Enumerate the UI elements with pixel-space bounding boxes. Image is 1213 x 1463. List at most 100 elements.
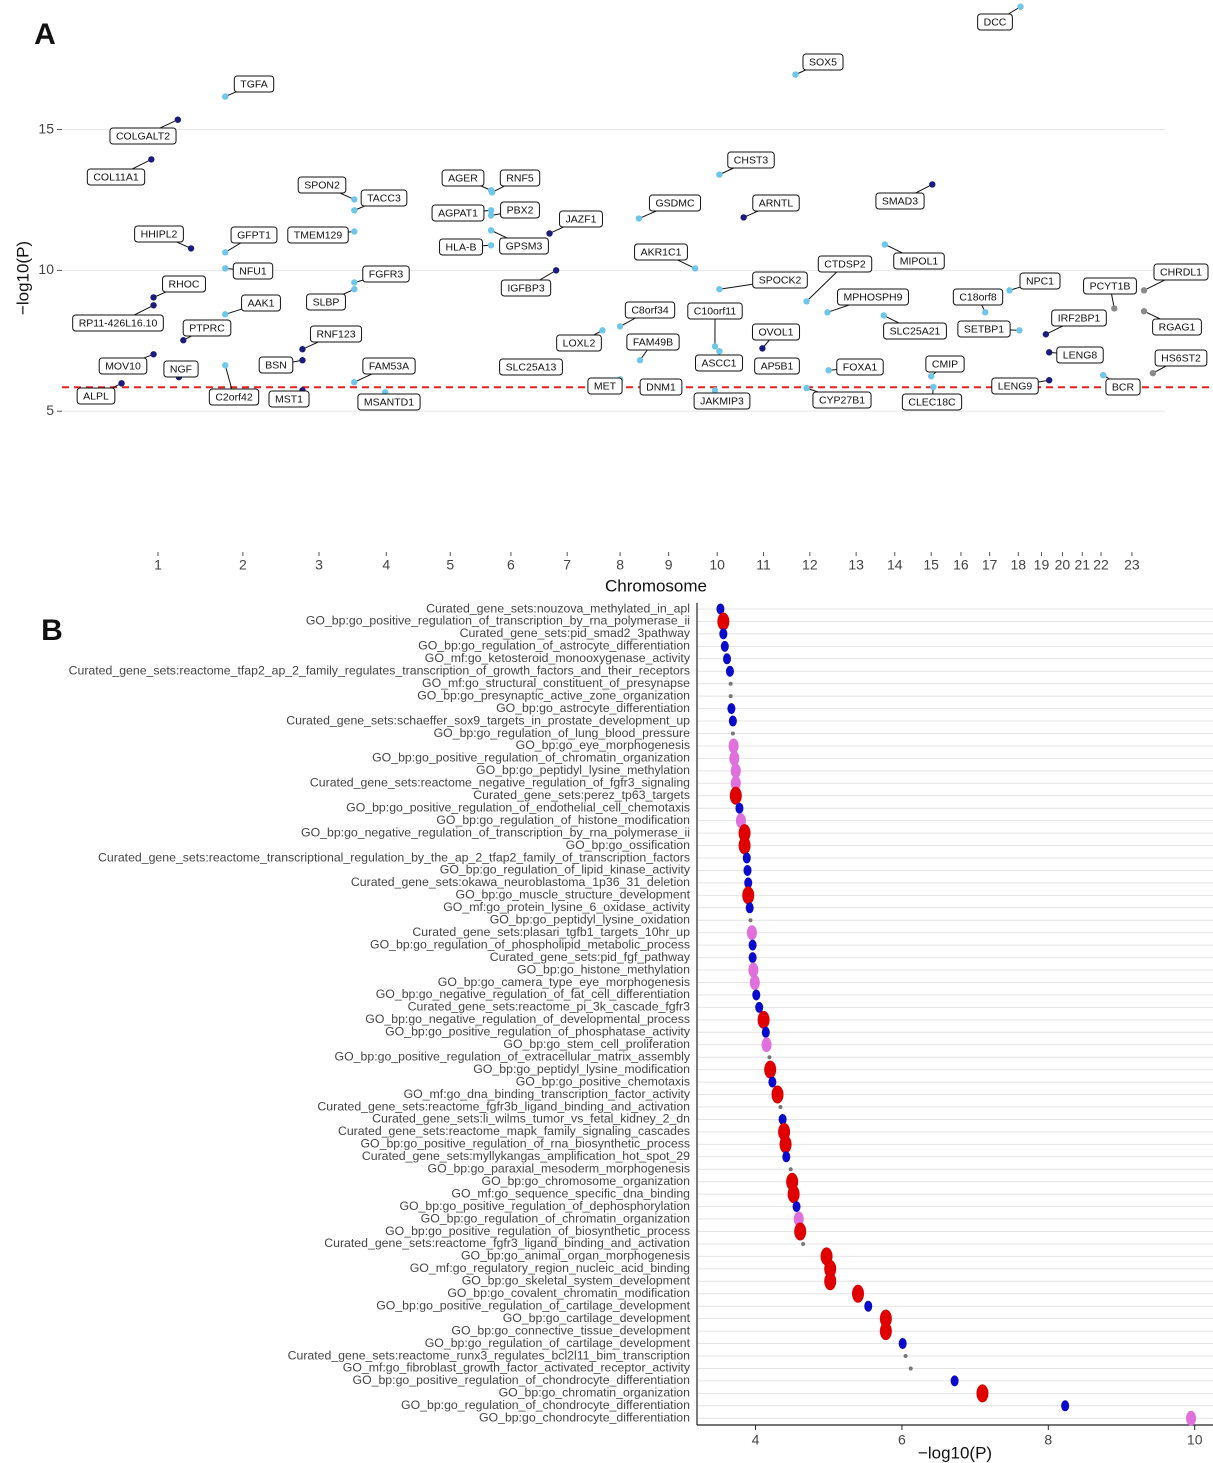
y-tick-label: Curated_gene_sets:myllykangas_amplificat…: [362, 1149, 690, 1163]
label-box: [309, 325, 363, 343]
gene-label: DNM1: [639, 378, 683, 396]
y-tick-label: Curated_gene_sets:reactome_fgfr3_ligand_…: [324, 1236, 690, 1250]
y-tick-label: GO_bp:go_negative_regulation_of_transcri…: [301, 825, 690, 839]
gene-label: MET: [587, 377, 623, 395]
label-box: [499, 237, 549, 255]
label-box: [162, 275, 206, 293]
label-box: [752, 271, 808, 289]
dot: [723, 653, 732, 665]
gene-label-text: PTPRC: [189, 322, 225, 334]
y-tick-label: 10: [38, 261, 54, 277]
dot: [728, 715, 737, 727]
dot: [950, 1375, 959, 1387]
gene-label-text: AKR1C1: [641, 246, 682, 258]
label-box: [76, 387, 116, 405]
gene-label-text: GSDMC: [655, 197, 695, 209]
label-box: [626, 333, 680, 351]
dot: [716, 603, 725, 615]
gene-label-text: SLC25A21: [890, 325, 941, 337]
dot: [738, 836, 751, 855]
x-tick-label: 10: [709, 557, 725, 573]
y-tick-label: Curated_gene_sets:li_wilms_tumor_vs_feta…: [372, 1112, 690, 1126]
snp-point: [1111, 305, 1118, 312]
y-tick-label: GO_bp:go_positive_regulation_of_phosphat…: [385, 1025, 691, 1039]
dot: [779, 1135, 792, 1154]
gene-label: HLA-B: [439, 238, 483, 256]
snp-point: [1016, 327, 1023, 334]
y-tick-label: Curated_gene_sets:pid_smad2_3pathway: [460, 626, 691, 640]
gene-label: JAZF1: [559, 210, 603, 228]
label-box: [1153, 263, 1209, 281]
gene-label: CTDSP2: [817, 255, 873, 273]
y-tick-label: GO_bp:go_regulation_of_phospholipid_meta…: [370, 937, 690, 951]
dot: [767, 1055, 772, 1060]
dot: [748, 939, 757, 951]
snp-point: [351, 196, 358, 203]
gene-label-text: FAM49B: [633, 336, 673, 348]
dot: [879, 1309, 892, 1328]
y-tick-label: GO_bp:go_chromosome_organization: [482, 1174, 691, 1188]
gene-label-text: CHST3: [734, 154, 769, 166]
x-axis-title: −log10(P): [918, 1443, 992, 1462]
dot: [717, 612, 730, 631]
label-box: [1152, 318, 1202, 336]
dot: [752, 989, 761, 1001]
dot: [801, 1241, 806, 1246]
x-tick-label: 4: [752, 1432, 760, 1448]
y-tick-label: Curated_gene_sets:pid_fgf_pathway: [490, 950, 691, 964]
dot: [757, 1010, 770, 1029]
snp-point: [1006, 287, 1013, 294]
gene-label-text: CMIP: [932, 358, 958, 370]
x-tick-label: 7: [563, 557, 571, 573]
x-tick-label: 3: [315, 557, 323, 573]
gene-label-text: FGFR3: [369, 268, 404, 280]
dot: [771, 1085, 784, 1104]
snp-point: [150, 294, 157, 301]
gene-label: LENG9: [991, 377, 1039, 395]
gene-label-text: SLBP: [313, 296, 340, 308]
label-box: [230, 226, 278, 244]
snp-point: [1042, 331, 1050, 338]
label-box: [362, 357, 416, 375]
label-box: [883, 322, 947, 340]
snp-point: [351, 207, 358, 214]
label-box: [297, 176, 347, 194]
panel-letter: B: [41, 614, 63, 647]
dot: [1186, 1410, 1197, 1426]
dot: [903, 1354, 908, 1358]
gene-label-text: RNF5: [506, 172, 534, 184]
label-box: [727, 151, 775, 169]
gene-label-text: CHRDL1: [1160, 266, 1202, 278]
snp-point: [546, 230, 553, 237]
gene-label: HHIPL2: [134, 225, 184, 243]
y-tick-label: Curated_gene_sets:reactome_negative_regu…: [310, 776, 690, 790]
label-box: [687, 302, 743, 320]
gene-label-text: RP11-426L16.10: [79, 317, 158, 329]
label-box: [241, 294, 281, 312]
gene-label: TGFA: [233, 75, 275, 93]
snp-point: [222, 93, 229, 100]
x-tick-label: 23: [1124, 557, 1140, 573]
y-tick-label: GO_bp:go_animal_organ_morphogenesis: [461, 1249, 690, 1263]
gene-label: CMIP: [925, 355, 965, 373]
y-tick-label: GO_bp:go_presynaptic_active_zone_organiz…: [417, 688, 690, 702]
y-tick-label: GO_bp:go_histone_methylation: [517, 962, 690, 976]
gene-label-text: C10orf11: [694, 305, 737, 317]
label-box: [500, 279, 552, 297]
y-tick-label: GO_bp:go_positive_regulation_of_chondroc…: [353, 1373, 691, 1387]
snp-point: [636, 357, 644, 364]
gene-label-text: BCR: [1112, 381, 1135, 393]
label-box: [1051, 309, 1107, 327]
label-box: [559, 210, 603, 228]
label-box: [208, 388, 260, 406]
y-tick-label: GO_bp:go_regulation_of_chromatin_organiz…: [421, 1211, 691, 1225]
gene-label: COL11A1: [86, 168, 146, 186]
snp-point: [148, 156, 155, 163]
label-box: [957, 320, 1011, 338]
gene-label: IRF2BP1: [1051, 309, 1107, 327]
snp-point: [552, 267, 560, 274]
dot: [764, 1060, 777, 1079]
label-box: [306, 293, 346, 311]
dot: [742, 886, 755, 905]
